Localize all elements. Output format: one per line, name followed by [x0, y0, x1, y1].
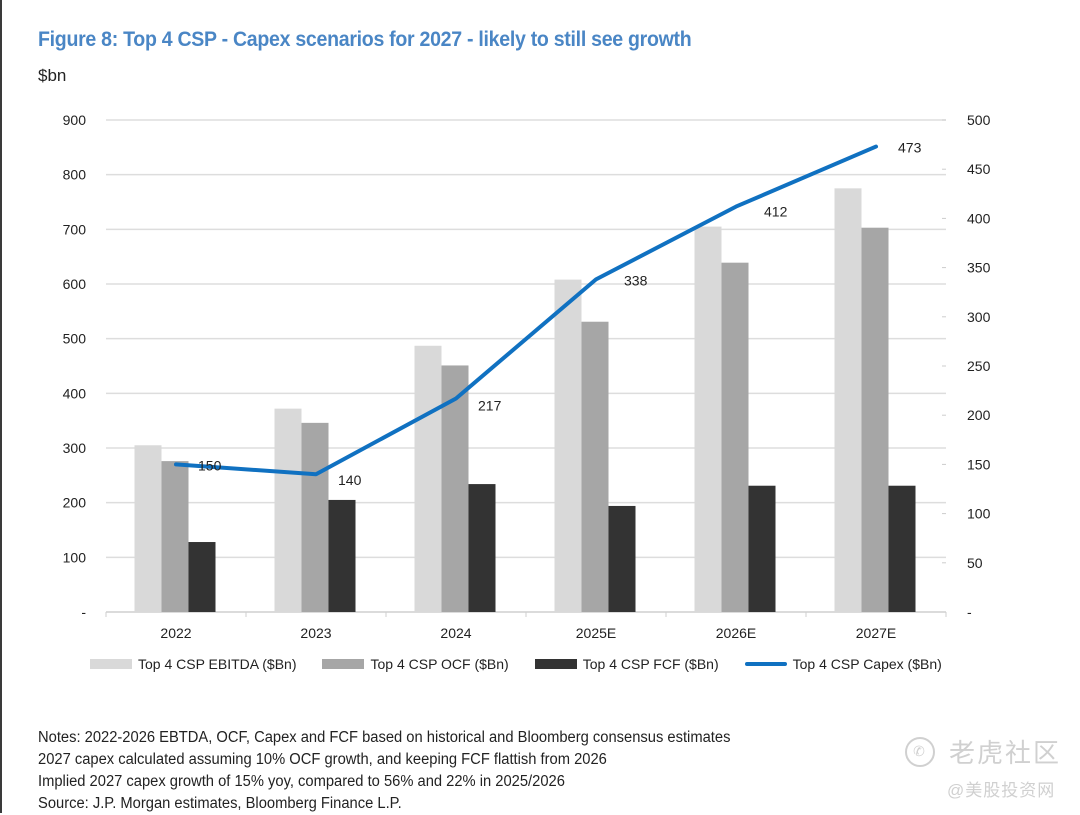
- y-tick-label: 300: [63, 440, 87, 456]
- x-tick-label: 2026E: [716, 625, 756, 641]
- x-tick-label: 2025E: [576, 625, 616, 641]
- y2-tick-label: 400: [967, 210, 991, 226]
- x-tick-label: 2023: [300, 625, 331, 641]
- watermark: ✆ 老虎社区 @美股投资网: [905, 733, 1061, 801]
- bar-fcf: [748, 485, 776, 612]
- legend-item-fcf: Top 4 CSP FCF ($Bn): [534, 656, 719, 672]
- y-tick-label: 500: [63, 331, 87, 347]
- bar-ebitda: [414, 345, 442, 612]
- legend: Top 4 CSP EBITDA ($Bn) Top 4 CSP OCF ($B…: [90, 656, 968, 672]
- bar-ocf: [161, 461, 189, 612]
- notes: Notes: 2022-2026 EBTDA, OCF, Capex and F…: [38, 727, 730, 815]
- note-line: Implied 2027 capex growth of 15% yoy, co…: [38, 773, 565, 790]
- capex-data-label: 150: [198, 457, 222, 473]
- legend-label-ocf: Top 4 CSP OCF ($Bn): [370, 656, 509, 672]
- y2-tick-label: 250: [967, 358, 991, 374]
- legend-label-capex: Top 4 CSP Capex ($Bn): [792, 656, 942, 672]
- y-tick-label: 700: [63, 221, 87, 237]
- capex-data-label: 140: [338, 472, 362, 488]
- bar-ebitda: [694, 226, 722, 612]
- x-tick-label: 2022: [160, 625, 191, 641]
- legend-item-ocf: Top 4 CSP OCF ($Bn): [322, 656, 509, 672]
- bar-fcf: [468, 484, 496, 612]
- bar-fcf: [188, 542, 216, 612]
- bar-ocf: [861, 227, 889, 612]
- bar-ebitda: [274, 408, 302, 612]
- bar-ocf: [441, 365, 469, 612]
- bar-ocf: [301, 422, 329, 612]
- y-tick-label: 900: [63, 112, 87, 128]
- bar-ebitda: [134, 445, 162, 612]
- bar-fcf: [888, 485, 916, 612]
- y2-tick-label: 450: [967, 161, 991, 177]
- chart-area: - 100 200 300 400 500 600 700 800 900 - 50 100 150 200…: [63, 112, 991, 641]
- bar-fcf: [328, 499, 356, 612]
- capex-line: [174, 144, 878, 477]
- legend-label-ebitda: Top 4 CSP EBITDA ($Bn): [138, 656, 297, 672]
- capex-data-label: 412: [764, 204, 788, 220]
- source-line: Source: J.P. Morgan estimates, Bloomberg…: [38, 795, 402, 812]
- unit-label: $bn: [38, 66, 67, 85]
- tiger-logo-icon: ✆: [905, 736, 935, 767]
- bar-ocf: [581, 321, 609, 612]
- y-tick-label: 800: [63, 167, 87, 183]
- y2-tick-label: 200: [967, 407, 991, 423]
- y2-tick-label: -: [967, 604, 972, 620]
- legend-swatch-ebitda: [90, 659, 132, 669]
- y2-tick-label: 100: [967, 506, 991, 522]
- capex-data-label: 338: [624, 272, 648, 288]
- watermark-main: ✆ 老虎社区: [905, 733, 1061, 770]
- watermark-text: 老虎社区: [949, 738, 1062, 768]
- watermark-sub: @美股投资网: [947, 781, 1056, 800]
- note-line: 2027 capex calculated assuming 10% OCF g…: [38, 751, 607, 768]
- x-tick-label: 2027E: [856, 625, 896, 641]
- note-line: Notes: 2022-2026 EBTDA, OCF, Capex and F…: [38, 729, 731, 746]
- legend-item-capex: Top 4 CSP Capex ($Bn): [744, 656, 942, 672]
- left-border: [0, 0, 2, 813]
- y2-tick-label: 50: [967, 555, 983, 571]
- y2-tick-label: 300: [967, 309, 991, 325]
- x-tick-label: 2024: [440, 625, 471, 641]
- capex-data-label: 217: [478, 397, 502, 413]
- y-tick-label: 600: [63, 276, 87, 292]
- y2-tick-label: 350: [967, 260, 991, 276]
- capex-data-label: 473: [898, 140, 922, 156]
- chart-title: Figure 8: Top 4 CSP - Capex scenarios fo…: [38, 28, 692, 51]
- legend-swatch-ocf: [322, 659, 365, 669]
- y2-tick-label: 500: [967, 112, 991, 128]
- y2-tick-label: 150: [967, 456, 991, 472]
- legend-label-fcf: Top 4 CSP FCF ($Bn): [582, 656, 719, 672]
- legend-item-ebitda: Top 4 CSP EBITDA ($Bn): [90, 656, 296, 672]
- bar-fcf: [608, 505, 636, 612]
- bar-ocf: [721, 262, 749, 612]
- bar-ebitda: [834, 188, 862, 613]
- y-tick-label: -: [81, 604, 86, 620]
- legend-swatch-capex: [744, 662, 787, 666]
- y-tick-label: 200: [63, 495, 87, 511]
- legend-swatch-fcf: [534, 659, 577, 669]
- bar-ebitda: [554, 279, 582, 612]
- y-tick-label: 400: [63, 385, 87, 401]
- y-tick-label: 100: [63, 549, 87, 565]
